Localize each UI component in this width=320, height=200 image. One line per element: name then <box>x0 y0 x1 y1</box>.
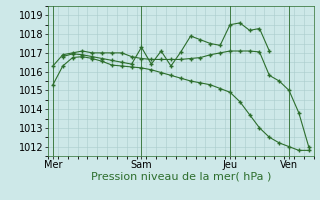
X-axis label: Pression niveau de la mer( hPa ): Pression niveau de la mer( hPa ) <box>91 172 271 182</box>
